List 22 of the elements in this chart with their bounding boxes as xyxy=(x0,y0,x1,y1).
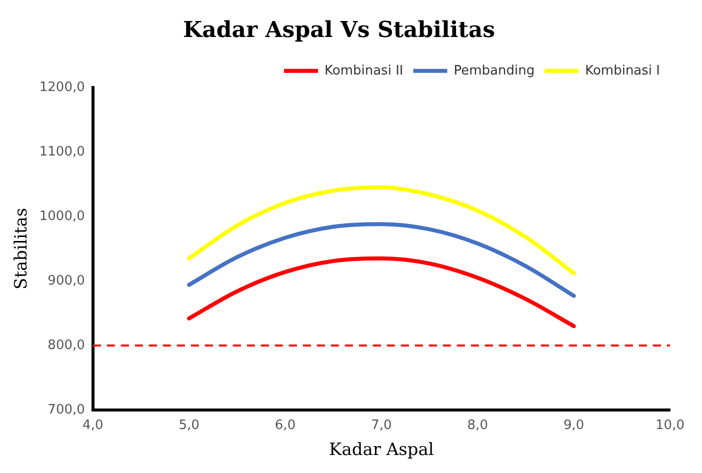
line-series xyxy=(187,222,576,298)
x-tick-label: 9,0 xyxy=(563,418,584,434)
y-tick-label: 1100,0 xyxy=(39,144,85,160)
x-tick-label: 7,0 xyxy=(371,418,392,434)
line-series xyxy=(187,185,576,276)
x-tick-label: 8,0 xyxy=(467,418,488,434)
legend-label: Kombinasi I xyxy=(585,63,660,78)
y-tick-label: 800,0 xyxy=(48,338,85,353)
line-series xyxy=(187,256,576,328)
chart-title: Kadar Aspal Vs Stabilitas xyxy=(182,16,496,43)
x-axis-title: Kadar Aspal xyxy=(329,440,434,460)
x-tick-label: 6,0 xyxy=(274,418,296,434)
y-tick-label: 700,0 xyxy=(48,402,85,418)
legend-label: Pembanding xyxy=(454,63,535,78)
y-tick-label: 900,0 xyxy=(48,273,85,288)
x-tick-label: 10,0 xyxy=(656,418,684,434)
x-tick-label: 5,0 xyxy=(178,418,200,434)
y-tick-label: 1000,0 xyxy=(39,208,85,224)
legend-label: Kombinasi II xyxy=(324,63,404,78)
y-axis-title: Stabilitas xyxy=(12,208,32,290)
y-tick-label: 1200,0 xyxy=(39,80,85,95)
x-tick-label: 4,0 xyxy=(82,418,104,434)
